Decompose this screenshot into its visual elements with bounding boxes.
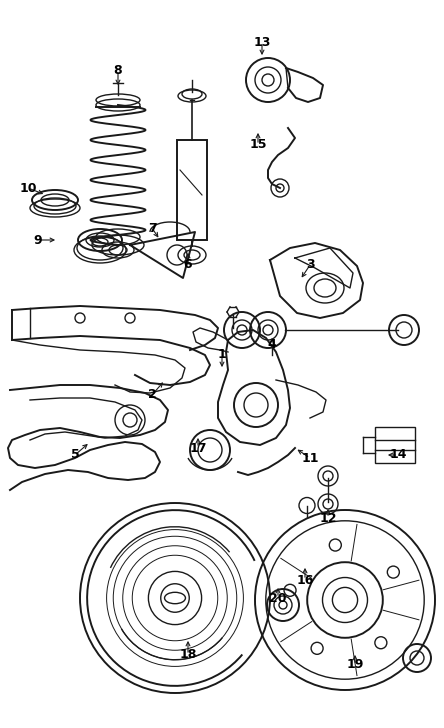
Text: 8: 8 [114,63,122,76]
Text: 18: 18 [179,649,197,662]
Text: 9: 9 [34,234,42,247]
Text: 17: 17 [189,441,207,454]
Text: 20: 20 [269,591,287,604]
Text: 15: 15 [249,138,267,151]
Text: 11: 11 [301,451,319,464]
Text: 1: 1 [218,349,226,362]
Bar [375,427,415,463]
Text: 12: 12 [319,512,337,524]
Text: 13: 13 [254,36,271,49]
Text: 3: 3 [305,258,314,272]
Text: 14: 14 [389,448,407,462]
Text: 19: 19 [346,659,364,671]
Text: 16: 16 [296,574,314,587]
Text: 4: 4 [268,339,276,352]
Text: 7: 7 [147,221,156,234]
Text: 10: 10 [19,181,37,194]
Text: 6: 6 [184,258,192,272]
Text: 2: 2 [147,389,156,402]
Text: 5: 5 [71,448,79,462]
Bar [177,140,207,240]
